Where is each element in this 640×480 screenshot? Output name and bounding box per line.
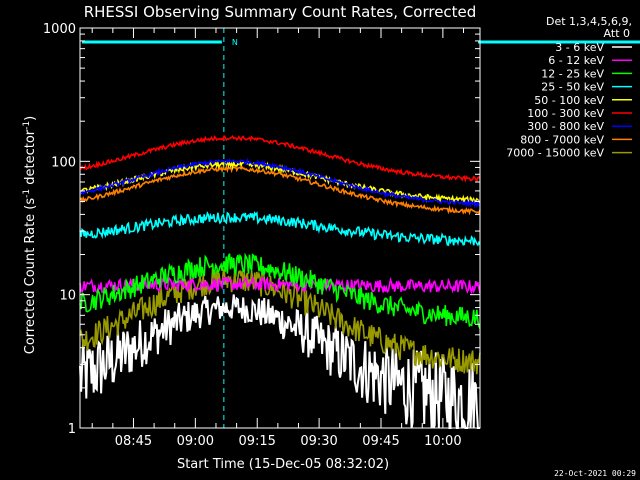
x-tick-label: 09:30	[300, 434, 337, 449]
series-line-3	[79, 210, 481, 247]
footer-timestamp: 22-Oct-2021 00:29	[554, 469, 636, 478]
legend-label-2: 12 - 25 keV	[541, 67, 604, 80]
plot-frame	[79, 27, 481, 429]
x-tick-label: 10:00	[424, 434, 461, 449]
y-axis-label: Corrected Count Rate (s-1 detector-1)	[22, 116, 38, 354]
x-tick-label: 09:45	[362, 434, 399, 449]
legend-label-0: 3 - 6 keV	[555, 41, 604, 54]
x-axis-label: Start Time (15-Dec-05 08:32:02)	[177, 457, 389, 472]
series-line-5	[79, 134, 481, 183]
legend-label-1: 6 - 12 keV	[548, 54, 604, 67]
chart-title: RHESSI Observing Summary Count Rates, Co…	[84, 3, 477, 21]
x-tick-label: 08:45	[115, 434, 152, 449]
series-line-6	[79, 157, 481, 208]
y-tick-label: 1000	[43, 22, 76, 37]
plot-area: N	[79, 28, 640, 429]
axes: 1 10 100 1000 08:45 09:00 09:15 09:30 09:45 10:00	[43, 22, 481, 449]
series-line-7	[79, 164, 481, 216]
series-line-2	[79, 252, 481, 329]
series-line-8	[79, 268, 481, 375]
legend-label-7: 800 - 7000 keV	[520, 133, 604, 146]
legend-label-6: 300 - 800 keV	[527, 120, 604, 133]
x-tick-label: 09:00	[177, 434, 214, 449]
y-tick-label: 1	[68, 422, 76, 437]
y-tick-label: 10	[59, 289, 76, 304]
y-tick-label: 100	[51, 155, 76, 170]
series-line-0	[79, 294, 480, 429]
night-bar-label: N	[232, 38, 238, 47]
legend-header-1: Att 0	[604, 27, 630, 40]
legend-label-3: 25 - 50 keV	[541, 81, 604, 94]
legend-header-0: Det 1,3,4,5,6,9,	[546, 15, 632, 28]
legend-label-4: 50 - 100 keV	[534, 94, 604, 107]
legend-label-5: 100 - 300 keV	[527, 107, 604, 120]
series-line-1	[79, 275, 481, 295]
x-tick-label: 09:15	[238, 434, 275, 449]
legend-label-8: 7000 - 15000 keV	[506, 147, 604, 160]
